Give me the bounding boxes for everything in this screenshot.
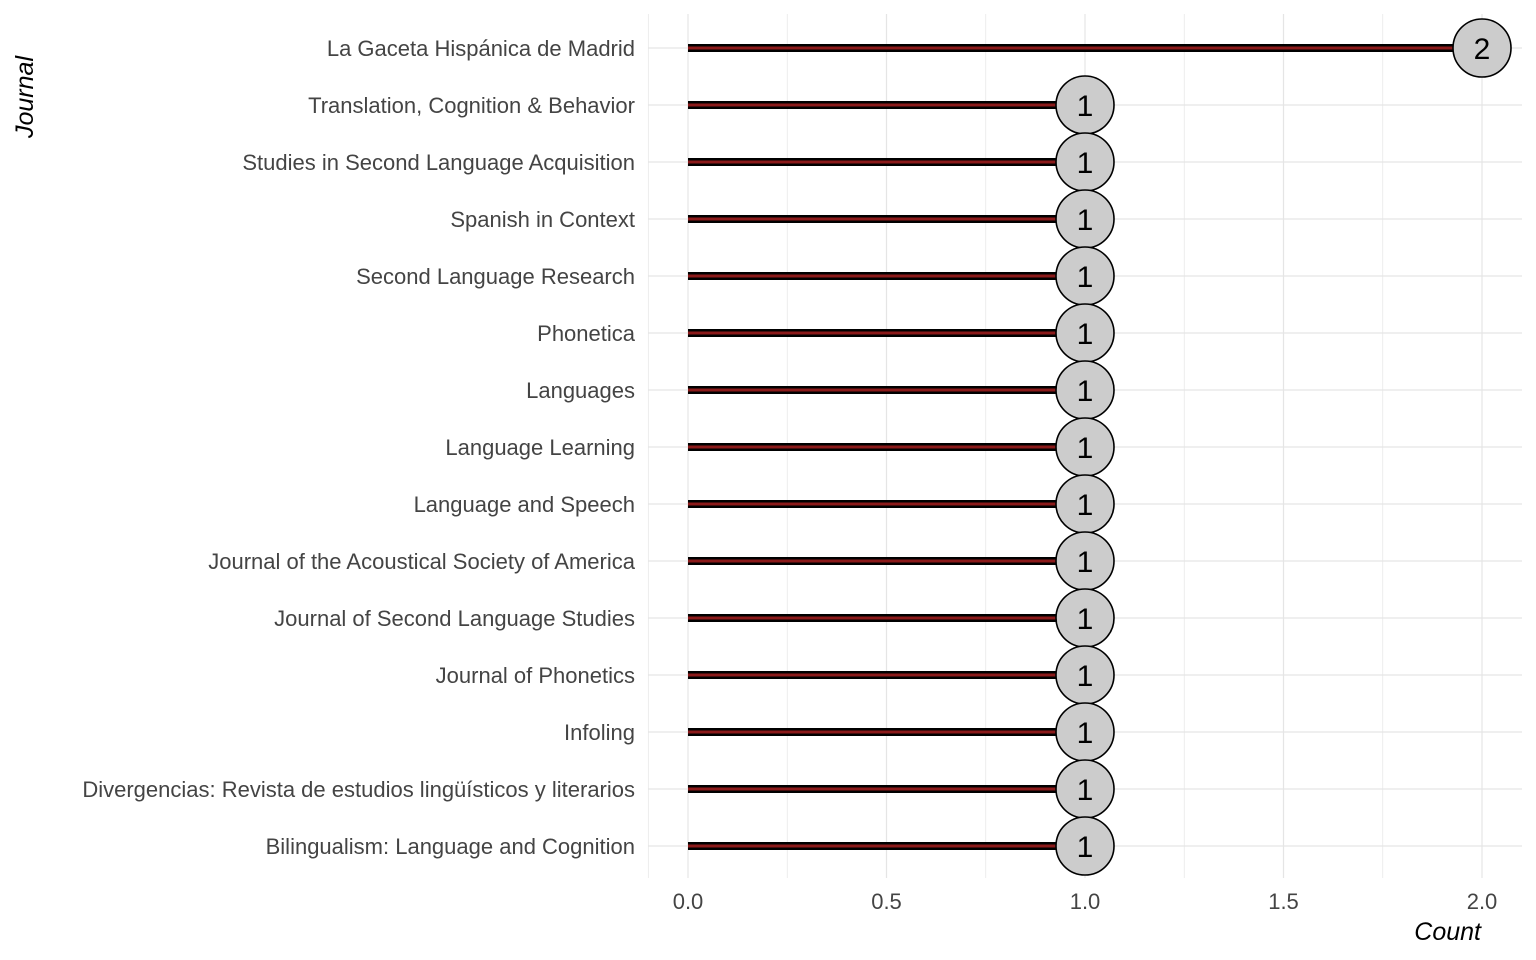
data-label: 1 [1077, 147, 1094, 180]
y-tick-label: Journal of Second Language Studies [274, 606, 635, 631]
data-label: 1 [1077, 318, 1094, 351]
data-label: 1 [1077, 717, 1094, 750]
data-label: 1 [1077, 489, 1094, 522]
x-tick-label: 0.5 [871, 889, 902, 914]
y-tick-label: Translation, Cognition & Behavior [308, 93, 635, 118]
y-tick-labels: La Gaceta Hispánica de Madrid Translation… [82, 36, 635, 859]
y-tick-label: Second Language Research [356, 264, 635, 289]
y-tick-label: Bilingualism: Language and Cognition [266, 834, 635, 859]
y-tick-label: Journal of the Acoustical Society of Ame… [208, 549, 636, 574]
data-label: 1 [1077, 375, 1094, 408]
y-axis-title: Journal [11, 55, 39, 139]
x-tick-labels: 0.0 0.5 1.0 1.5 2.0 [673, 889, 1498, 914]
data-label: 1 [1077, 261, 1094, 294]
y-tick-label: Divergencias: Revista de estudios lingüí… [82, 777, 635, 802]
y-tick-label: Languages [526, 378, 635, 403]
data-label: 2 [1474, 33, 1491, 66]
y-tick-label: Phonetica [537, 321, 636, 346]
data-label: 1 [1077, 90, 1094, 123]
x-tick-label: 1.5 [1268, 889, 1299, 914]
x-tick-label: 0.0 [673, 889, 704, 914]
y-tick-label: Journal of Phonetics [436, 663, 635, 688]
y-tick-label: Infoling [564, 720, 635, 745]
lollipop-dot [1055, 816, 1115, 876]
data-label: 1 [1077, 432, 1094, 465]
data-label: 1 [1077, 546, 1094, 579]
y-tick-label: Studies in Second Language Acquisition [242, 150, 635, 175]
data-label: 1 [1077, 774, 1094, 807]
y-tick-label: La Gaceta Hispánica de Madrid [327, 36, 635, 61]
x-axis-title: Count [1414, 918, 1482, 946]
y-tick-label: Language and Speech [414, 492, 635, 517]
data-label: 1 [1077, 660, 1094, 693]
lollipop-dot [1452, 18, 1512, 78]
lollipop-stems [688, 44, 1482, 850]
data-label: 1 [1077, 603, 1094, 636]
data-label: 1 [1077, 831, 1094, 864]
data-label: 1 [1077, 204, 1094, 237]
y-tick-label: Language Learning [445, 435, 635, 460]
lollipop-dots: 2 1 1 1 1 1 1 1 1 1 1 1 1 1 1 [1055, 18, 1512, 876]
y-tick-label: Spanish in Context [450, 207, 635, 232]
x-tick-label: 1.0 [1070, 889, 1101, 914]
x-tick-label: 2.0 [1467, 889, 1498, 914]
